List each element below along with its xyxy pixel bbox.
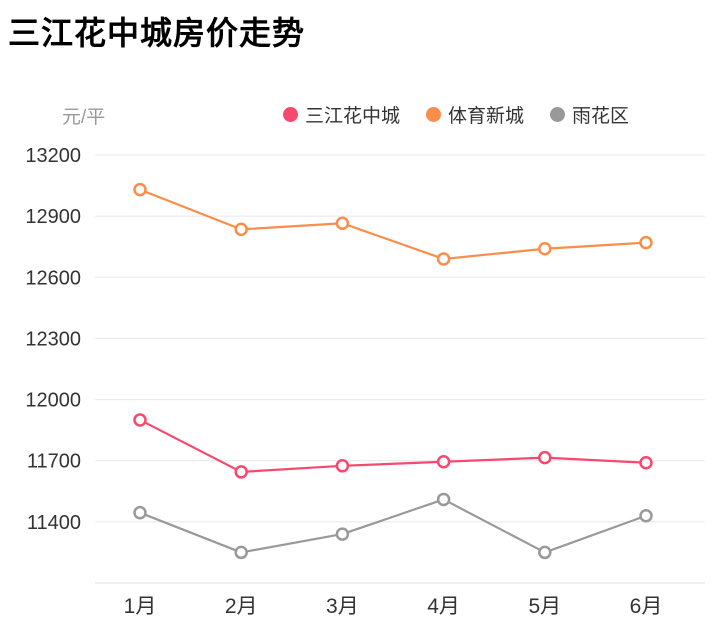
legend-dot-icon [283,107,298,122]
legend-label: 雨花区 [572,106,630,127]
data-point[interactable] [538,545,552,560]
x-tick-label: 6月 [630,595,663,618]
series-line [138,498,648,554]
x-tick-label: 1月 [124,595,157,618]
x-tick-label: 2月 [225,595,258,618]
data-point[interactable] [436,252,451,266]
data-point[interactable] [133,505,147,520]
data-point[interactable] [335,216,350,231]
y-tick-label: 12900 [25,206,81,228]
x-tick-label: 5月 [528,595,561,618]
legend-label: 三江花中城 [305,106,401,127]
data-point[interactable] [639,508,653,523]
data-point[interactable] [133,413,147,427]
data-point[interactable] [335,527,350,541]
data-point[interactable] [639,235,653,250]
series-体育新城 [133,182,653,266]
data-point[interactable] [133,182,147,197]
data-point[interactable] [234,465,248,479]
data-point[interactable] [234,222,248,237]
data-point[interactable] [538,242,552,256]
series-line [138,418,648,474]
data-point[interactable] [436,492,451,507]
legend-label: 体育新城 [448,106,525,127]
legend-item-sanjianghuazhongcheng[interactable]: 三江花中城 [283,101,400,128]
y-tick-label: 12300 [25,328,81,350]
data-point[interactable] [335,459,350,473]
x-tick-label: 3月 [326,595,359,618]
data-point[interactable] [639,456,653,470]
y-axis-unit-label: 元/平 [62,107,106,128]
legend-item-tiyuxincheng[interactable]: 体育新城 [426,101,524,128]
y-tick-label: 12600 [25,267,81,289]
series-雨花区 [133,492,653,560]
y-tick-label: 12000 [25,390,81,412]
data-point[interactable] [234,545,248,560]
data-point[interactable] [538,450,552,465]
series-三江花中城 [133,413,653,479]
y-tick-label: 11700 [27,451,81,473]
data-point[interactable] [436,454,451,469]
legend-dot-icon [550,107,566,122]
chart-title: 三江花中城房价走势 [8,15,306,51]
chart-legend: 三江花中城 体育新城 雨花区 [283,101,629,128]
y-tick-label: 11400 [27,512,81,534]
x-tick-label: 4月 [427,595,460,618]
y-tick-label: 13200 [25,145,81,167]
legend-dot-icon [426,107,442,122]
series-line [138,188,648,261]
legend-item-yuhuaqu[interactable]: 雨花区 [550,101,629,128]
